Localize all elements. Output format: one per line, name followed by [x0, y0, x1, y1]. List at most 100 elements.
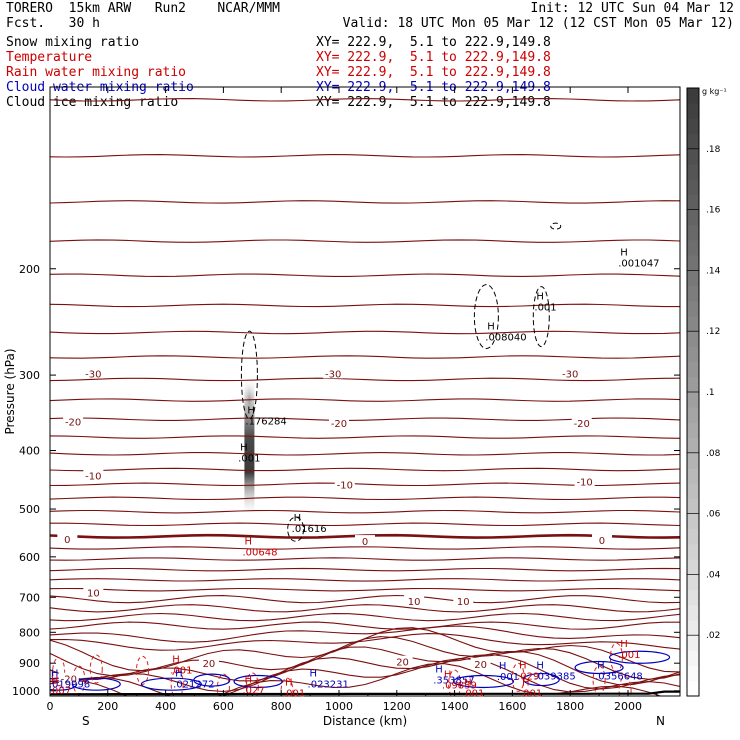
colorbar-segment: [687, 270, 699, 287]
isotherm-line: [50, 303, 680, 308]
maximum-value-label: .176284: [245, 416, 286, 427]
isotherm-label: 10: [457, 597, 470, 608]
maximum-value-label: .001: [618, 650, 640, 661]
colorbar-segment: [687, 179, 699, 195]
cloud-ice-contour: [287, 516, 305, 542]
maximum-h-mark: H: [522, 677, 530, 688]
header-init: Init: 12 UTC Sun 04 Mar 12: [530, 1, 735, 16]
field-temperature-xy: XY= 222.9, 5.1 to 222.9,149.8: [316, 50, 551, 65]
maximum-h-mark: H: [51, 675, 59, 686]
x-tick-label: 1600: [498, 700, 526, 713]
isotherm-line: [50, 435, 680, 439]
isotherm-line: [50, 467, 680, 472]
field-rain-xy: XY= 222.9, 5.1 to 222.9,149.8: [316, 65, 551, 80]
cloud-water-contour: [233, 674, 283, 689]
maximum-h-mark: H: [620, 639, 628, 650]
colorbar-segment: [687, 255, 699, 271]
isotherm-label: 0: [599, 536, 605, 547]
y-tick-label: 900: [19, 657, 40, 670]
isotherm-line: [50, 546, 680, 550]
maximum-h-mark: H: [310, 669, 318, 680]
y-tick-label: 500: [19, 503, 40, 516]
y-tick-label: 200: [19, 263, 40, 276]
rain-contour: [170, 669, 184, 696]
colorbar-tick-label: .04: [706, 570, 721, 580]
colorbar-segment: [687, 544, 699, 560]
isotherm-line: [50, 612, 680, 622]
isotherm-line: [50, 239, 680, 243]
isotherm-line: [50, 653, 680, 693]
colorbar-tick-label: .16: [706, 206, 721, 216]
cloud-water-contour: [574, 660, 624, 675]
x-axis-end-label-right: N: [656, 714, 665, 728]
colorbar-segment: [687, 392, 699, 408]
colorbar-segment: [687, 118, 699, 135]
isotherm-label: 0: [64, 535, 70, 546]
colorbar-segment: [687, 361, 699, 378]
x-tick-label: 1800: [556, 700, 584, 713]
maximum-h-mark: H: [245, 674, 253, 685]
isotherm-label: 20: [396, 658, 409, 669]
colorbar-segment: [687, 589, 699, 606]
maximum-h-mark: H: [245, 536, 253, 547]
maximum-value-label: .019998: [49, 680, 90, 691]
isotherm-label-bg: [571, 416, 592, 428]
isotherm-line: [50, 567, 680, 572]
snow-shading-column: [244, 375, 255, 515]
cloud-ice-contour: [532, 286, 550, 348]
isotherm-label-bg: [591, 534, 612, 546]
rain-contour: [280, 677, 294, 696]
colorbar-segment: [687, 164, 699, 180]
isotherm-line: [50, 330, 680, 335]
maximum-value-label: .023231: [308, 680, 349, 691]
maximum-value-label: .001: [238, 453, 260, 464]
isotherm-label-bg: [560, 367, 581, 379]
maximum-value-label: .001: [170, 665, 192, 676]
maximum-h-mark: H: [435, 665, 443, 676]
x-tick-label: 1000: [325, 700, 353, 713]
maximum-value-label: .0356648: [595, 672, 643, 683]
maximum-h-mark: H: [536, 661, 544, 672]
x-tick-label: 2000: [614, 700, 642, 713]
rain-contour: [135, 655, 149, 685]
colorbar-segment: [687, 483, 699, 499]
colorbar-segment: [687, 407, 699, 423]
x-tick-label: 600: [213, 700, 234, 713]
isotherm-line: [50, 355, 680, 359]
header-valid: Valid: 18 UTC Mon 05 Mar 12 (12 CST Mon …: [342, 16, 734, 31]
isotherm-label: -30: [85, 369, 101, 380]
colorbar-segment: [687, 452, 699, 469]
isotherm-label-bg: [328, 416, 349, 428]
maximum-value-label: .09839: [442, 681, 477, 692]
colorbar-segment: [687, 240, 699, 256]
isotherm-line: [50, 658, 680, 696]
maximum-value-label: .001: [534, 303, 556, 314]
colorbar-segment: [687, 148, 699, 165]
isotherm-line: [50, 522, 680, 527]
isotherm-label-bg: [83, 586, 104, 598]
colorbar-segment: [687, 468, 699, 484]
isotherm-line: [50, 633, 680, 651]
colorbar-segment: [687, 437, 699, 454]
x-tick-label: 200: [97, 700, 118, 713]
isotherm-label: 20: [203, 659, 216, 670]
isotherm-label-bg: [470, 657, 491, 669]
colorbar-tick-label: .12: [706, 327, 720, 337]
colorbar-segment: [687, 528, 699, 545]
maximum-h-mark: H: [285, 677, 293, 688]
y-axis-title: Pressure (hPa): [3, 348, 17, 434]
colorbar-tick-label: .14: [706, 266, 721, 276]
isotherm-label-bg: [392, 655, 413, 667]
rain-contour: [52, 657, 66, 687]
maximum-h-mark: H: [464, 677, 472, 688]
y-tick-label: 700: [19, 591, 40, 604]
isotherm-line: [50, 377, 680, 382]
rain-contour: [216, 673, 230, 696]
cloud-water-contour: [522, 672, 560, 687]
isotherm-label-bg: [334, 478, 355, 490]
colorbar-tick-label: .06: [706, 510, 721, 520]
isotherm-label-bg: [404, 594, 425, 606]
cloud-water-contour: [452, 674, 515, 689]
isotherm-label-bg: [63, 415, 84, 427]
